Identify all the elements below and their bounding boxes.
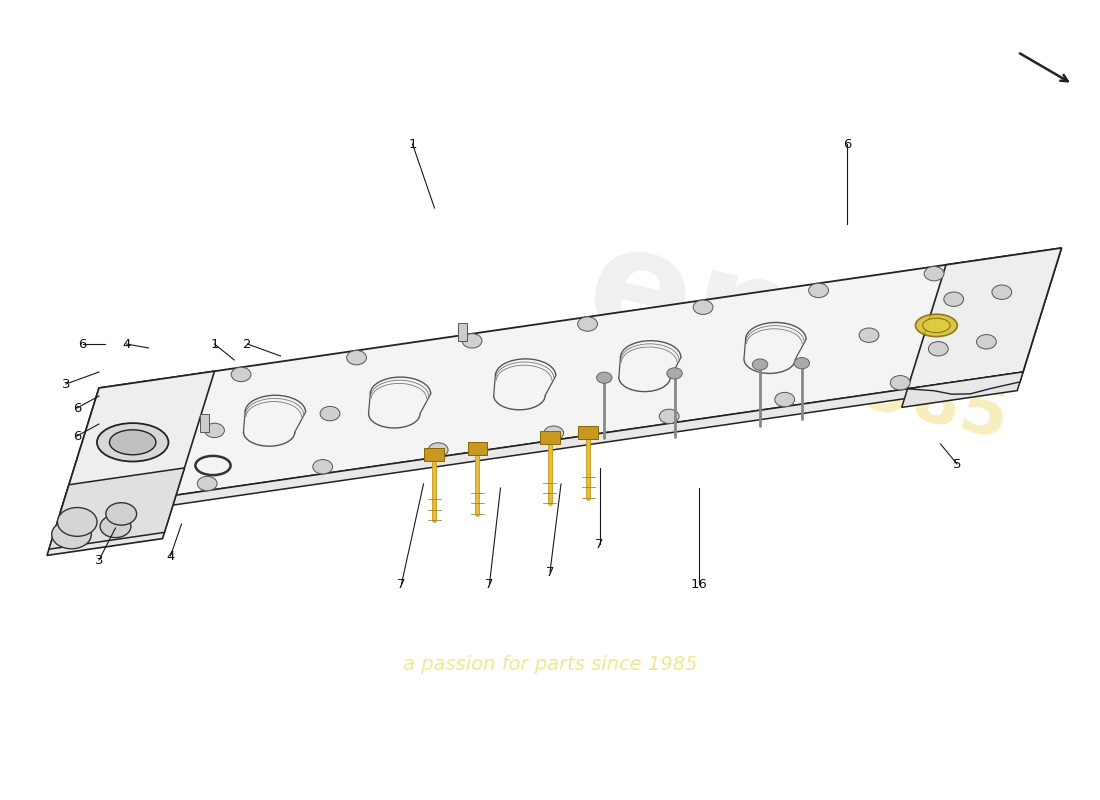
Polygon shape <box>48 468 185 549</box>
Circle shape <box>197 476 217 490</box>
Polygon shape <box>908 372 1023 394</box>
Circle shape <box>596 372 612 383</box>
Circle shape <box>57 507 97 536</box>
Circle shape <box>578 317 597 331</box>
Ellipse shape <box>97 423 168 462</box>
Circle shape <box>428 442 448 457</box>
Text: 7: 7 <box>546 566 554 578</box>
Text: 1985: 1985 <box>811 346 1015 454</box>
Circle shape <box>100 515 131 538</box>
Circle shape <box>106 502 136 525</box>
Circle shape <box>543 426 563 440</box>
Circle shape <box>231 367 251 382</box>
Text: 6: 6 <box>73 402 81 414</box>
FancyBboxPatch shape <box>425 448 444 461</box>
Ellipse shape <box>109 430 156 454</box>
Text: 7: 7 <box>595 538 604 550</box>
Circle shape <box>890 375 910 390</box>
Ellipse shape <box>915 314 957 337</box>
Text: a passion for parts since 1985: a passion for parts since 1985 <box>403 654 697 674</box>
Circle shape <box>944 292 964 306</box>
Circle shape <box>924 266 944 281</box>
Circle shape <box>928 342 948 356</box>
Circle shape <box>693 300 713 314</box>
Circle shape <box>320 406 340 421</box>
Circle shape <box>52 520 91 549</box>
Polygon shape <box>60 248 1062 512</box>
Ellipse shape <box>923 318 950 333</box>
Text: 5: 5 <box>953 458 961 470</box>
Text: 1: 1 <box>408 138 417 150</box>
Circle shape <box>346 350 366 365</box>
Circle shape <box>312 459 332 474</box>
Text: 4: 4 <box>122 338 131 350</box>
Text: 6: 6 <box>73 430 81 442</box>
Text: 16: 16 <box>690 578 707 590</box>
Text: 2: 2 <box>243 338 252 350</box>
Circle shape <box>667 368 682 379</box>
Text: 7: 7 <box>397 578 406 590</box>
FancyBboxPatch shape <box>468 442 487 454</box>
Circle shape <box>205 423 224 438</box>
Text: 3: 3 <box>95 554 103 566</box>
Circle shape <box>659 409 679 423</box>
Circle shape <box>992 285 1012 299</box>
Text: 6: 6 <box>78 338 87 350</box>
Text: 4: 4 <box>166 550 175 562</box>
Text: epc: epc <box>572 214 902 426</box>
Polygon shape <box>60 371 215 512</box>
Polygon shape <box>106 372 1023 515</box>
Circle shape <box>774 392 794 406</box>
Text: 1: 1 <box>210 338 219 350</box>
Circle shape <box>752 359 768 370</box>
Circle shape <box>859 328 879 342</box>
Bar <box>200 414 209 432</box>
Polygon shape <box>902 372 1023 407</box>
Polygon shape <box>908 248 1062 389</box>
FancyBboxPatch shape <box>540 431 560 444</box>
Text: 3: 3 <box>62 378 70 390</box>
Circle shape <box>808 283 828 298</box>
Text: 7: 7 <box>485 578 494 590</box>
Circle shape <box>977 334 997 349</box>
Circle shape <box>462 334 482 348</box>
Bar <box>459 323 468 341</box>
FancyBboxPatch shape <box>579 426 598 438</box>
Text: 6: 6 <box>843 138 851 150</box>
Polygon shape <box>47 495 176 555</box>
Circle shape <box>794 358 810 369</box>
